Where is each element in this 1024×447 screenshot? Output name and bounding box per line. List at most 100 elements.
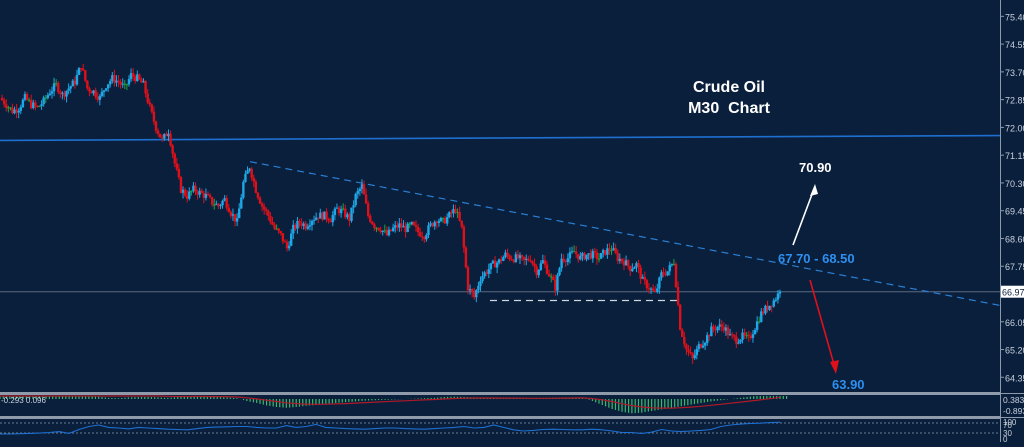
candle-body (314, 217, 318, 220)
candle-body (566, 258, 570, 263)
candle-body (150, 104, 154, 112)
candle-body (547, 273, 551, 277)
candle-body (726, 327, 730, 336)
candle-body (225, 197, 228, 208)
candle-body (342, 208, 345, 210)
candle-body (190, 190, 193, 192)
candle-body (708, 335, 711, 337)
candle-body (739, 339, 742, 343)
panel-separator-rsi (0, 416, 1000, 419)
target-up-label: 70.90 (799, 160, 832, 175)
candle-body (423, 237, 426, 240)
candle-body (260, 203, 264, 207)
candle-body (186, 195, 189, 199)
candle-body (30, 100, 33, 108)
candle-body (5, 104, 8, 108)
candle-body (57, 82, 60, 93)
candle-body (360, 184, 364, 189)
candle-body (656, 288, 659, 292)
candle-body (131, 73, 135, 77)
candle-body (17, 110, 20, 113)
candle-body (512, 260, 515, 262)
candle-body (371, 221, 374, 225)
candle-body (539, 263, 542, 270)
candle-body (604, 250, 607, 255)
candle-body (221, 200, 224, 206)
candle-body (38, 106, 41, 108)
candle-body (776, 293, 780, 300)
candle-body (125, 84, 129, 86)
candle-body (427, 225, 430, 236)
candle-body (758, 321, 761, 323)
candle-body (362, 184, 366, 195)
candle-body (572, 251, 576, 253)
candle-body (366, 203, 370, 216)
y-tick-label: 64.35 (1005, 373, 1024, 383)
candle-body (535, 266, 538, 276)
candle-body (19, 107, 22, 111)
macd-panel-label: -0.293 0.096 (1, 396, 46, 405)
candle-body (622, 261, 626, 266)
candle-body (123, 83, 126, 85)
candle-body (281, 233, 285, 242)
descending-trendline[interactable] (249, 161, 1001, 307)
candle-body (32, 102, 35, 108)
candle-body (42, 97, 45, 105)
candle-body (660, 272, 663, 278)
candle-body (412, 221, 416, 226)
candle-body (645, 280, 649, 289)
candle-body (188, 191, 191, 199)
candle-body (183, 189, 187, 196)
candle-body (54, 82, 58, 84)
candle-body (344, 208, 347, 218)
candle-body (152, 111, 156, 122)
candle-body (558, 268, 561, 276)
candle-body (304, 223, 307, 229)
candle-body (339, 209, 343, 214)
candle-body (50, 91, 54, 94)
candle-body (421, 236, 424, 238)
candle-body (169, 133, 172, 146)
candle-body (550, 276, 553, 278)
candle-body (591, 250, 594, 259)
candle-body (751, 334, 755, 338)
candle-body (383, 230, 386, 232)
candle-body (429, 223, 432, 226)
candle-body (377, 227, 380, 231)
candle-body (227, 207, 230, 213)
y-tick-label: 65.20 (1005, 346, 1024, 356)
target-up-arrowhead (810, 184, 818, 196)
target-down-arrow (809, 279, 836, 369)
candle-body (631, 268, 634, 272)
candle-body (681, 329, 684, 337)
candle-body (256, 192, 260, 198)
candle-body (522, 256, 526, 260)
candle-body (683, 336, 686, 345)
candle-body (71, 80, 74, 87)
candle-body (210, 197, 214, 205)
candle-body (639, 267, 642, 279)
candle-body (618, 258, 622, 261)
candle-body (483, 272, 486, 277)
candle-body (283, 241, 287, 243)
candle-body (570, 251, 574, 253)
candle-body (306, 226, 310, 229)
candle-body (778, 291, 782, 294)
candle-body (244, 173, 247, 182)
candle-body (543, 260, 547, 265)
candle-body (59, 92, 62, 94)
horizontal-support-line[interactable] (0, 134, 1001, 142)
candle-body (516, 254, 520, 259)
candle-body (616, 252, 619, 261)
candle-body (443, 218, 447, 224)
candle-body (410, 221, 414, 225)
candle-body (533, 263, 536, 267)
candle-body (200, 190, 203, 193)
candle-body (398, 223, 401, 228)
candle-body (196, 191, 199, 195)
candle-body (477, 285, 480, 291)
candle-body (265, 209, 268, 211)
candle-body (643, 277, 646, 281)
